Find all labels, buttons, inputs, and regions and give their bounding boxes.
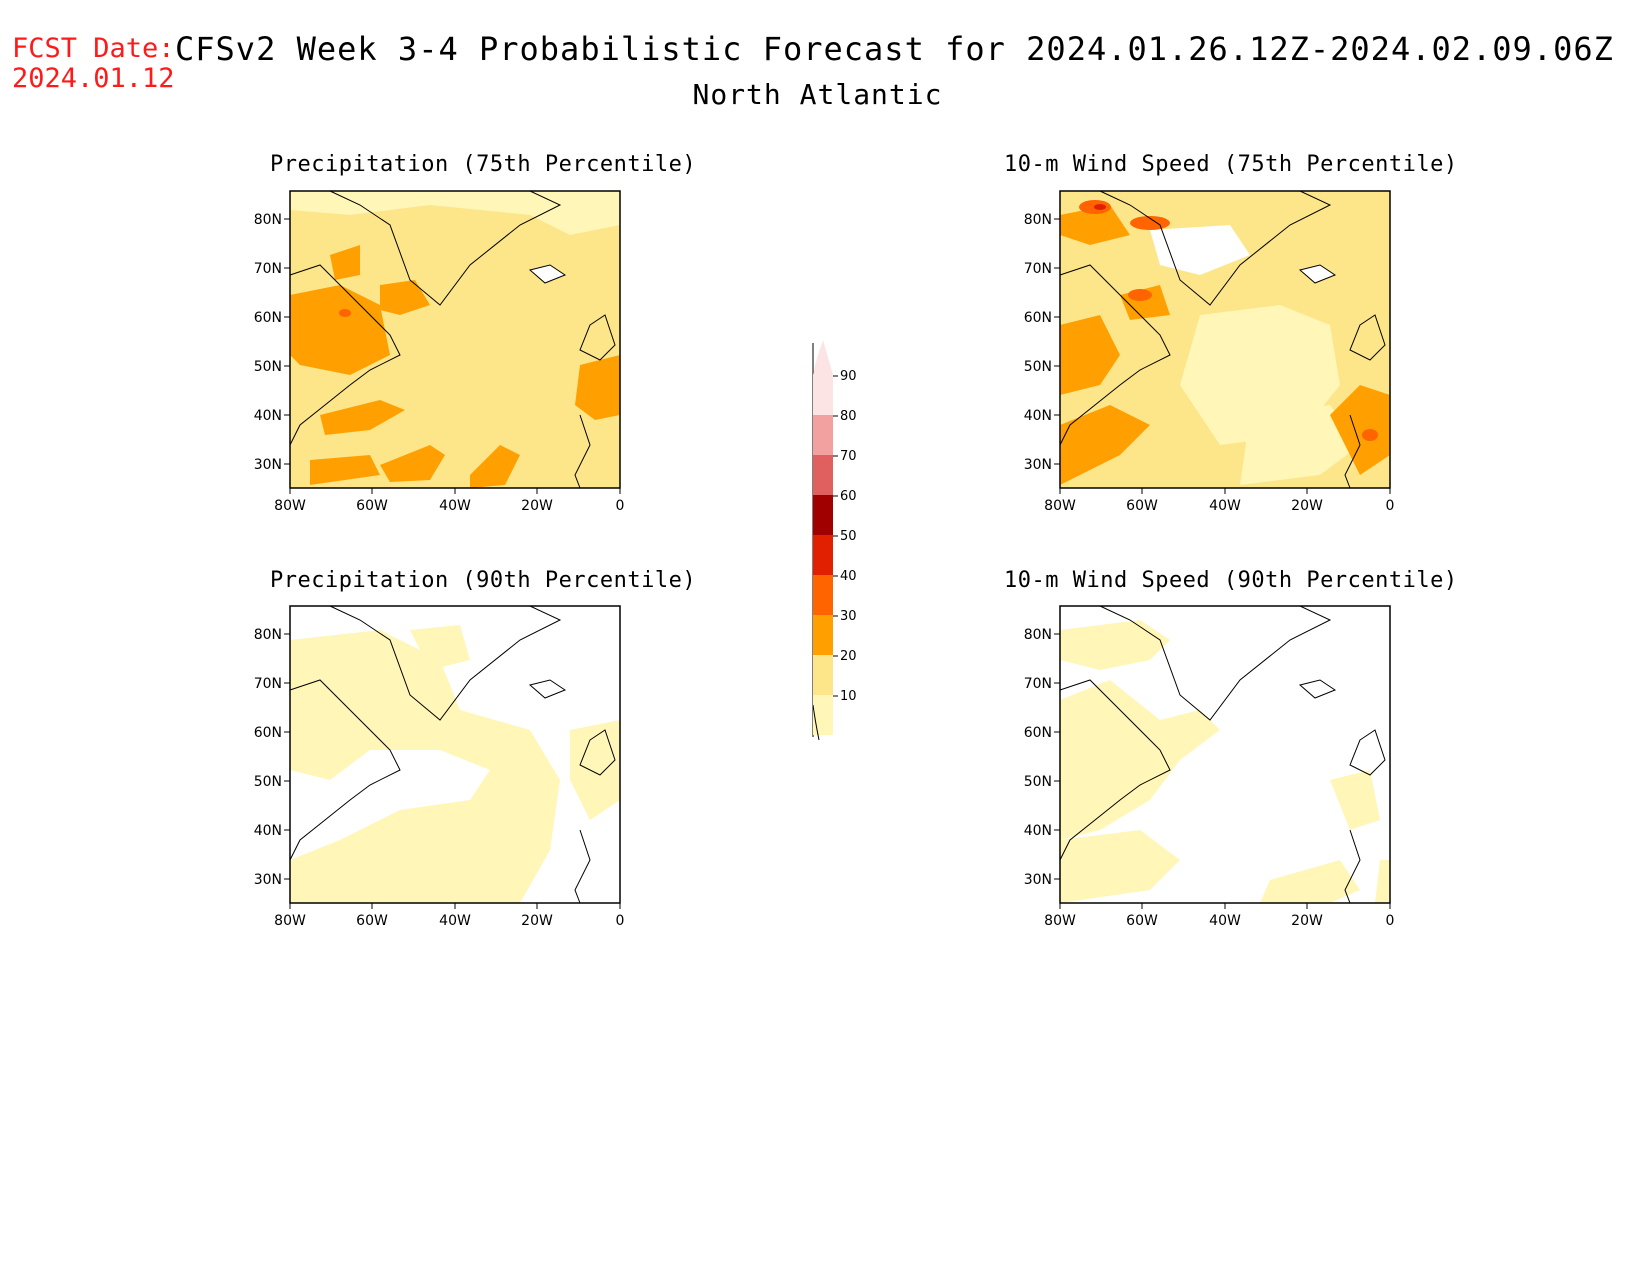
colorbar-segment (813, 375, 833, 415)
lon-label: 0 (616, 498, 625, 514)
map-wind-90: 80N 70N 60N 50N 40N 30N 80W 60W 40W 20W … (1024, 605, 1395, 929)
lat-label: 60N (254, 725, 282, 741)
colorbar-segment (813, 575, 833, 615)
colorbar-segment (813, 695, 833, 735)
forecast-date-value: 2024.01.12 (12, 63, 175, 94)
lon-label: 60W (1126, 498, 1158, 514)
lat-label: 50N (1024, 774, 1052, 790)
lat-label: 70N (1024, 676, 1052, 692)
lon-label: 80W (1044, 498, 1076, 514)
lat-label: 30N (1024, 872, 1052, 888)
colorbar-segment (813, 615, 833, 655)
lon-label: 20W (521, 498, 553, 514)
colorbar-segment (813, 655, 833, 695)
lat-label: 30N (1024, 457, 1052, 473)
lon-label: 40W (1209, 498, 1241, 514)
lat-label: 80N (254, 212, 282, 228)
region-subtitle: North Atlantic (692, 78, 943, 111)
lon-label: 20W (1291, 913, 1323, 929)
colorbar-label: 40 (840, 569, 857, 584)
lon-label: 0 (616, 913, 625, 929)
lat-label: 40N (254, 823, 282, 839)
panel-title-wind-75: 10-m Wind Speed (75th Percentile) (1004, 152, 1458, 177)
lat-label: 70N (254, 261, 282, 277)
panel-title-precip-75: Precipitation (75th Percentile) (270, 152, 697, 177)
lat-label: 30N (254, 872, 282, 888)
map-wind-75: 80N 70N 60N 50N 40N 30N 80W 60W 40W 20W … (1024, 190, 1395, 514)
lon-label: 60W (356, 913, 388, 929)
lon-label: 20W (521, 913, 553, 929)
lat-label: 40N (254, 408, 282, 424)
lat-label: 70N (1024, 261, 1052, 277)
lat-label: 60N (1024, 725, 1052, 741)
page-title: CFSv2 Week 3-4 Probabilistic Forecast fo… (175, 30, 1614, 68)
lat-label: 60N (1024, 310, 1052, 326)
lon-label: 80W (274, 913, 306, 929)
lon-label: 60W (1126, 913, 1158, 929)
lon-label: 0 (1386, 913, 1395, 929)
colorbar-label: 50 (840, 529, 857, 544)
map-precip-75: 80N 70N 60N 50N 40N 30N 80W 60W 40W 20W … (254, 190, 625, 514)
lat-label: 80N (254, 627, 282, 643)
forecast-date-label: FCST Date: (12, 33, 175, 64)
lat-label: 80N (1024, 212, 1052, 228)
lon-label: 20W (1291, 498, 1323, 514)
lat-label: 50N (254, 774, 282, 790)
colorbar-segment (813, 455, 833, 495)
lat-label: 40N (1024, 823, 1052, 839)
lat-label: 30N (254, 457, 282, 473)
lon-label: 0 (1386, 498, 1395, 514)
lon-label: 40W (439, 498, 471, 514)
lon-label: 80W (274, 498, 306, 514)
panel-title-wind-90: 10-m Wind Speed (90th Percentile) (1004, 568, 1458, 593)
lat-label: 70N (254, 676, 282, 692)
lon-label: 60W (356, 498, 388, 514)
lat-label: 60N (254, 310, 282, 326)
colorbar-label: 60 (840, 489, 857, 504)
lat-label: 40N (1024, 408, 1052, 424)
colorbar-label: 80 (840, 409, 857, 424)
colorbar-label: 10 (840, 689, 857, 704)
colorbar-segment (813, 495, 833, 535)
colorbar-label: 70 (840, 449, 857, 464)
colorbar-label: 20 (840, 649, 857, 664)
panel-title-precip-90: Precipitation (90th Percentile) (270, 568, 697, 593)
lon-label: 40W (1209, 913, 1241, 929)
map-precip-90: 80N 70N 60N 50N 40N 30N 80W 60W 40W 20W … (254, 605, 625, 929)
forecast-date-block: FCST Date: 2024.01.12 (12, 34, 175, 94)
lat-label: 50N (254, 359, 282, 375)
colorbar (812, 340, 838, 741)
colorbar-segment (813, 535, 833, 575)
lon-label: 40W (439, 913, 471, 929)
lon-label: 80W (1044, 913, 1076, 929)
lat-label: 50N (1024, 359, 1052, 375)
colorbar-label: 90 (840, 369, 857, 384)
colorbar-segment (813, 415, 833, 455)
colorbar-label: 30 (840, 609, 857, 624)
lat-label: 80N (1024, 627, 1052, 643)
